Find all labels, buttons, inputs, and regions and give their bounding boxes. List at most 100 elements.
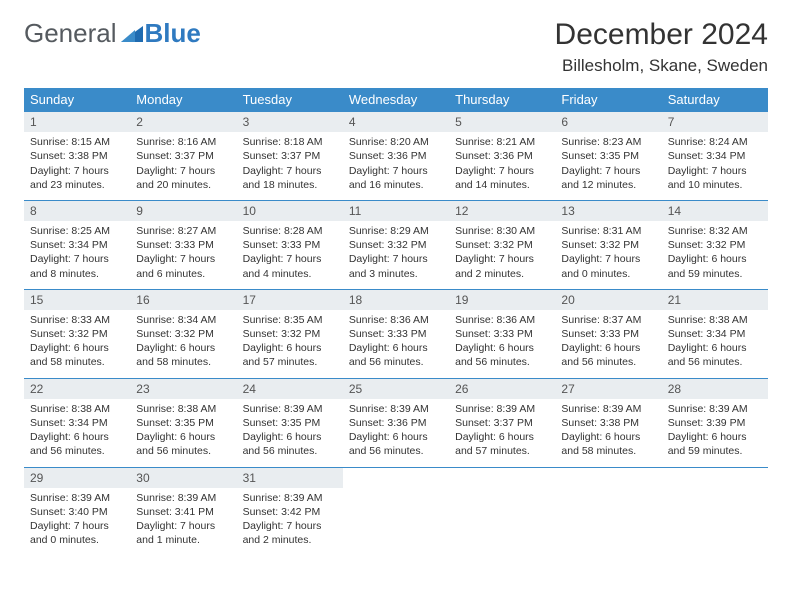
daylight-text-1: Daylight: 6 hours [30, 430, 124, 444]
day-number: 22 [24, 379, 130, 399]
daylight-text-1: Daylight: 7 hours [455, 164, 549, 178]
sunset-text: Sunset: 3:35 PM [561, 149, 655, 163]
day-number: 1 [24, 112, 130, 132]
daylight-text-1: Daylight: 7 hours [136, 252, 230, 266]
sunrise-text: Sunrise: 8:18 AM [243, 135, 337, 149]
calendar-cell: 5Sunrise: 8:21 AMSunset: 3:36 PMDaylight… [449, 112, 555, 201]
day-number: 13 [555, 201, 661, 221]
daylight-text-2: and 8 minutes. [30, 267, 124, 281]
daylight-text-2: and 59 minutes. [668, 267, 762, 281]
logo-text-general: General [24, 18, 117, 49]
sunrise-text: Sunrise: 8:25 AM [30, 224, 124, 238]
daylight-text-1: Daylight: 7 hours [243, 164, 337, 178]
sunrise-text: Sunrise: 8:39 AM [136, 491, 230, 505]
day-details: Sunrise: 8:18 AMSunset: 3:37 PMDaylight:… [237, 132, 343, 200]
day-number: 26 [449, 379, 555, 399]
logo-text-blue: Blue [145, 18, 201, 49]
calendar-cell: 2Sunrise: 8:16 AMSunset: 3:37 PMDaylight… [130, 112, 236, 201]
daylight-text-1: Daylight: 6 hours [30, 341, 124, 355]
daylight-text-1: Daylight: 6 hours [349, 430, 443, 444]
calendar-cell: 29Sunrise: 8:39 AMSunset: 3:40 PMDayligh… [24, 467, 130, 555]
day-number: 5 [449, 112, 555, 132]
daylight-text-2: and 56 minutes. [136, 444, 230, 458]
logo-triangle-icon [121, 18, 143, 49]
daylight-text-1: Daylight: 6 hours [668, 341, 762, 355]
day-number: 25 [343, 379, 449, 399]
sunset-text: Sunset: 3:41 PM [136, 505, 230, 519]
calendar-cell: 22Sunrise: 8:38 AMSunset: 3:34 PMDayligh… [24, 378, 130, 467]
day-number: 19 [449, 290, 555, 310]
daylight-text-2: and 14 minutes. [455, 178, 549, 192]
calendar-cell: 9Sunrise: 8:27 AMSunset: 3:33 PMDaylight… [130, 200, 236, 289]
sunrise-text: Sunrise: 8:39 AM [243, 491, 337, 505]
weekday-header: Tuesday [237, 88, 343, 112]
daylight-text-2: and 12 minutes. [561, 178, 655, 192]
day-number: 15 [24, 290, 130, 310]
day-details: Sunrise: 8:15 AMSunset: 3:38 PMDaylight:… [24, 132, 130, 200]
calendar-cell: 25Sunrise: 8:39 AMSunset: 3:36 PMDayligh… [343, 378, 449, 467]
day-details: Sunrise: 8:38 AMSunset: 3:35 PMDaylight:… [130, 399, 236, 467]
day-number: 27 [555, 379, 661, 399]
daylight-text-1: Daylight: 7 hours [349, 164, 443, 178]
location-text: Billesholm, Skane, Sweden [555, 56, 768, 76]
daylight-text-1: Daylight: 6 hours [136, 430, 230, 444]
sunrise-text: Sunrise: 8:39 AM [30, 491, 124, 505]
weekday-header: Thursday [449, 88, 555, 112]
calendar-row: 8Sunrise: 8:25 AMSunset: 3:34 PMDaylight… [24, 200, 768, 289]
daylight-text-1: Daylight: 6 hours [243, 341, 337, 355]
day-number: 2 [130, 112, 236, 132]
daylight-text-2: and 57 minutes. [243, 355, 337, 369]
day-number: 6 [555, 112, 661, 132]
calendar-cell: . [662, 467, 768, 555]
day-details: Sunrise: 8:36 AMSunset: 3:33 PMDaylight:… [343, 310, 449, 378]
day-details: Sunrise: 8:20 AMSunset: 3:36 PMDaylight:… [343, 132, 449, 200]
sunset-text: Sunset: 3:37 PM [455, 416, 549, 430]
sunrise-text: Sunrise: 8:16 AM [136, 135, 230, 149]
daylight-text-1: Daylight: 6 hours [668, 252, 762, 266]
daylight-text-1: Daylight: 7 hours [30, 519, 124, 533]
calendar-cell: 18Sunrise: 8:36 AMSunset: 3:33 PMDayligh… [343, 289, 449, 378]
day-number: 16 [130, 290, 236, 310]
calendar-row: 15Sunrise: 8:33 AMSunset: 3:32 PMDayligh… [24, 289, 768, 378]
daylight-text-2: and 58 minutes. [136, 355, 230, 369]
calendar-cell: 6Sunrise: 8:23 AMSunset: 3:35 PMDaylight… [555, 112, 661, 201]
day-details: Sunrise: 8:39 AMSunset: 3:40 PMDaylight:… [24, 488, 130, 556]
day-details: Sunrise: 8:35 AMSunset: 3:32 PMDaylight:… [237, 310, 343, 378]
day-details: Sunrise: 8:32 AMSunset: 3:32 PMDaylight:… [662, 221, 768, 289]
sunrise-text: Sunrise: 8:30 AM [455, 224, 549, 238]
sunrise-text: Sunrise: 8:29 AM [349, 224, 443, 238]
sunrise-text: Sunrise: 8:27 AM [136, 224, 230, 238]
sunset-text: Sunset: 3:42 PM [243, 505, 337, 519]
day-number: 12 [449, 201, 555, 221]
daylight-text-2: and 1 minute. [136, 533, 230, 547]
calendar-cell: 24Sunrise: 8:39 AMSunset: 3:35 PMDayligh… [237, 378, 343, 467]
sunset-text: Sunset: 3:33 PM [561, 327, 655, 341]
daylight-text-2: and 0 minutes. [561, 267, 655, 281]
calendar-cell: 19Sunrise: 8:36 AMSunset: 3:33 PMDayligh… [449, 289, 555, 378]
sunset-text: Sunset: 3:34 PM [30, 238, 124, 252]
day-number: 23 [130, 379, 236, 399]
sunset-text: Sunset: 3:32 PM [349, 238, 443, 252]
day-number: 18 [343, 290, 449, 310]
day-details: Sunrise: 8:38 AMSunset: 3:34 PMDaylight:… [24, 399, 130, 467]
calendar-cell: 11Sunrise: 8:29 AMSunset: 3:32 PMDayligh… [343, 200, 449, 289]
weekday-header: Monday [130, 88, 236, 112]
sunrise-text: Sunrise: 8:39 AM [668, 402, 762, 416]
daylight-text-2: and 56 minutes. [243, 444, 337, 458]
sunset-text: Sunset: 3:32 PM [455, 238, 549, 252]
day-details: Sunrise: 8:38 AMSunset: 3:34 PMDaylight:… [662, 310, 768, 378]
sunset-text: Sunset: 3:36 PM [349, 416, 443, 430]
day-number: 31 [237, 468, 343, 488]
calendar-cell: 12Sunrise: 8:30 AMSunset: 3:32 PMDayligh… [449, 200, 555, 289]
day-number: 14 [662, 201, 768, 221]
day-number: 30 [130, 468, 236, 488]
daylight-text-2: and 20 minutes. [136, 178, 230, 192]
calendar-cell: . [555, 467, 661, 555]
daylight-text-2: and 2 minutes. [455, 267, 549, 281]
sunset-text: Sunset: 3:39 PM [668, 416, 762, 430]
sunrise-text: Sunrise: 8:31 AM [561, 224, 655, 238]
weekday-header-row: Sunday Monday Tuesday Wednesday Thursday… [24, 88, 768, 112]
day-details: Sunrise: 8:24 AMSunset: 3:34 PMDaylight:… [662, 132, 768, 200]
daylight-text-1: Daylight: 7 hours [243, 519, 337, 533]
sunset-text: Sunset: 3:32 PM [136, 327, 230, 341]
